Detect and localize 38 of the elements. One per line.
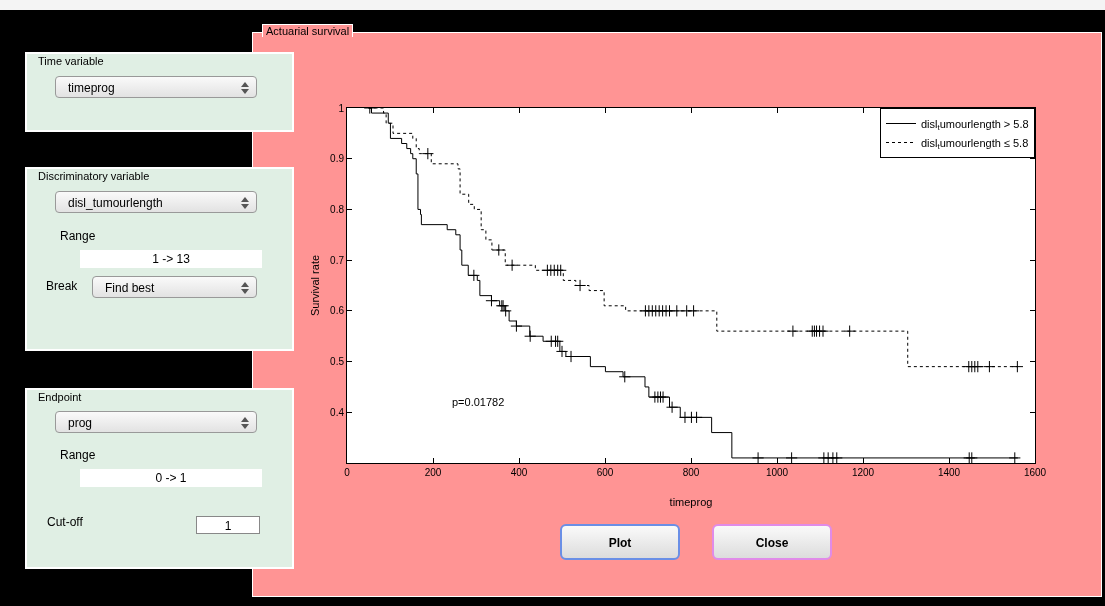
text: Find best [105,281,155,295]
text: 1 [196,516,260,534]
y-tick-label: 0.6 [330,305,345,317]
text: timeprog [68,81,115,95]
x-tick-label: 1000 [765,467,789,478]
y-axis-title: Survival rate [308,254,321,317]
y-tick-label: 0.4 [330,406,345,418]
y-tick-label: 0.5 [330,356,345,368]
text: prog [68,416,93,430]
y-tick-label: 0.9 [330,153,345,165]
text: Break [46,279,78,293]
text: disl_tumourlength [68,196,163,210]
legend-label: disl$_{t}$umourlength ≤ 5.8 [921,136,1029,152]
text: Cut-off [47,515,83,529]
chart-title: Actuarial survival [262,24,354,37]
y-tick-label: 0.7 [330,254,345,266]
text: Range [60,448,96,462]
x-tick-label: 1600 [1023,467,1047,478]
text: Range [60,229,96,243]
text: Close [712,524,832,560]
x-axis-title: timeprog [669,496,713,508]
x-tick-label: 200 [424,467,442,478]
y-tick-label: 0.8 [330,203,345,215]
text: Endpoint [37,391,83,403]
text: 1 -> 13 [80,250,262,268]
x-tick-label: 1400 [937,467,961,478]
text: 0 -> 1 [80,469,262,487]
text: Time variable [37,55,105,67]
x-tick-label: 0 [344,467,351,478]
x-tick-label: 1200 [851,467,875,478]
legend-label: disl$_{t}$umourlength > 5.8 [921,117,1029,133]
y-tick-label: 1 [338,102,345,114]
annotation: p=0.01782 [452,396,505,408]
x-tick-label: 400 [510,467,528,478]
text: Plot [560,524,680,560]
x-tick-label: 600 [596,467,614,478]
text: Discriminatory variable [37,170,151,182]
x-tick-label: 800 [682,467,700,478]
